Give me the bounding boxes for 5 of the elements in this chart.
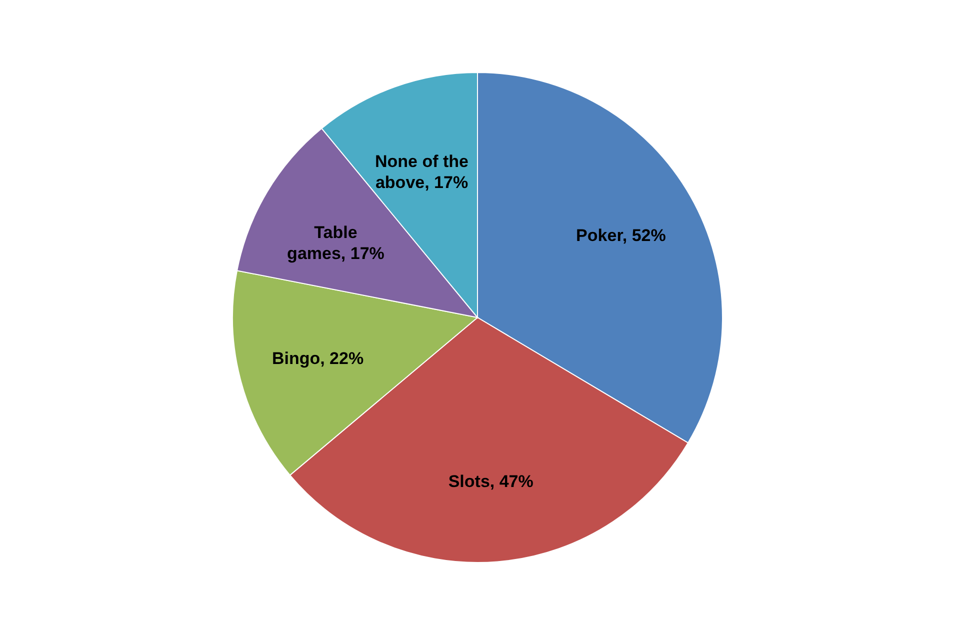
slice-label: Bingo, 22%: [272, 348, 364, 368]
slice-label: Slots, 47%: [448, 472, 534, 491]
slice-label: Table games, 17%: [287, 223, 384, 264]
slice-label: Poker, 52%: [576, 226, 666, 245]
slice-label: None of the above, 17%: [375, 152, 469, 192]
